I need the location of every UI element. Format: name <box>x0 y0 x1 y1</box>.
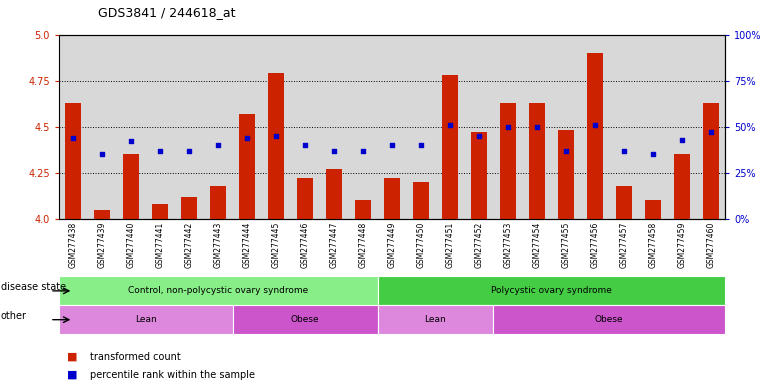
Bar <box>175 35 204 219</box>
Bar <box>65 103 82 219</box>
Bar <box>378 305 493 334</box>
Point <box>618 147 630 154</box>
Point <box>270 133 282 139</box>
Text: Obese: Obese <box>291 315 319 324</box>
Point <box>125 138 137 144</box>
Text: Polycystic ovary syndrome: Polycystic ovary syndrome <box>491 286 612 295</box>
Point <box>531 124 543 130</box>
Bar <box>349 35 378 219</box>
Point <box>705 129 717 135</box>
Bar <box>297 178 313 219</box>
Text: GDS3841 / 244618_at: GDS3841 / 244618_at <box>98 6 235 19</box>
Point <box>473 133 485 139</box>
Bar <box>152 204 169 219</box>
Point <box>560 147 572 154</box>
Bar <box>291 35 320 219</box>
Bar <box>146 35 175 219</box>
Bar <box>233 35 262 219</box>
Bar <box>667 35 696 219</box>
Bar <box>117 35 146 219</box>
Point <box>502 124 514 130</box>
Bar <box>464 35 493 219</box>
Text: ■: ■ <box>67 370 77 380</box>
Text: Lean: Lean <box>135 315 157 324</box>
Bar <box>435 35 464 219</box>
Bar <box>493 305 725 334</box>
Bar <box>471 132 487 219</box>
Bar <box>262 35 291 219</box>
Bar <box>320 35 349 219</box>
Point <box>299 142 311 148</box>
Point <box>154 147 166 154</box>
Bar <box>413 182 429 219</box>
Text: Obese: Obese <box>595 315 623 324</box>
Bar <box>609 35 638 219</box>
Bar <box>88 35 117 219</box>
Bar <box>696 35 725 219</box>
Bar <box>239 114 255 219</box>
Bar <box>638 35 667 219</box>
Text: Control, non-polycystic ovary syndrome: Control, non-polycystic ovary syndrome <box>128 286 308 295</box>
Bar <box>123 154 140 219</box>
Text: disease state: disease state <box>1 282 66 292</box>
Point <box>589 122 601 128</box>
Point <box>212 142 224 148</box>
Bar <box>59 305 233 334</box>
Bar <box>94 210 111 219</box>
Point <box>328 147 340 154</box>
Bar <box>551 35 580 219</box>
Text: Lean: Lean <box>425 315 446 324</box>
Bar <box>522 35 551 219</box>
Bar <box>268 73 284 219</box>
Bar <box>233 305 378 334</box>
Bar <box>558 131 574 219</box>
Text: ■: ■ <box>67 351 77 362</box>
Point <box>241 135 253 141</box>
Point <box>183 147 195 154</box>
Bar <box>378 276 725 305</box>
Bar <box>59 35 88 219</box>
Bar <box>615 186 632 219</box>
Bar <box>587 53 603 219</box>
Point <box>96 151 108 157</box>
Bar <box>644 200 661 219</box>
Bar <box>500 103 516 219</box>
Bar <box>355 200 371 219</box>
Bar <box>384 178 400 219</box>
Bar <box>673 154 690 219</box>
Bar <box>378 35 406 219</box>
Bar <box>442 75 458 219</box>
Bar <box>326 169 342 219</box>
Text: transformed count: transformed count <box>90 351 181 362</box>
Text: percentile rank within the sample: percentile rank within the sample <box>90 370 255 380</box>
Point <box>67 135 79 141</box>
Bar <box>181 197 197 219</box>
Point <box>676 137 688 143</box>
Point <box>386 142 398 148</box>
Text: other: other <box>1 311 27 321</box>
Point <box>357 147 369 154</box>
Bar <box>210 186 226 219</box>
Bar <box>406 35 435 219</box>
Bar <box>59 276 378 305</box>
Bar <box>702 103 719 219</box>
Bar <box>493 35 522 219</box>
Bar <box>529 103 545 219</box>
Bar <box>204 35 233 219</box>
Point <box>444 122 456 128</box>
Point <box>415 142 427 148</box>
Bar <box>580 35 609 219</box>
Point <box>647 151 659 157</box>
